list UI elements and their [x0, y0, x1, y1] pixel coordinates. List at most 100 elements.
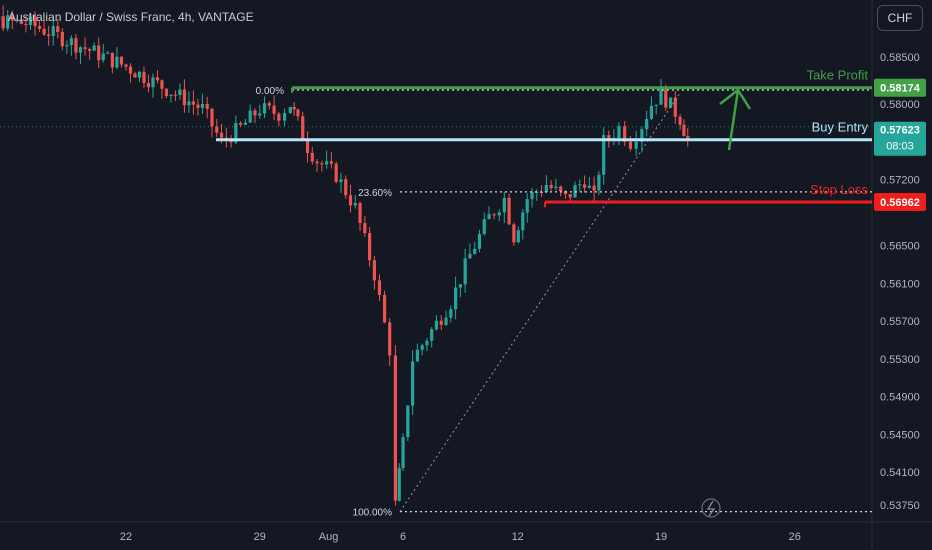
candle-body: [549, 184, 553, 188]
candle-body: [282, 113, 287, 121]
x-tick-label: 12: [512, 531, 524, 543]
y-tick-label: 0.56100: [880, 278, 920, 290]
candle-body: [344, 179, 348, 196]
y-tick-label: 0.55300: [880, 354, 920, 366]
candle-body: [200, 103, 205, 108]
candle-body: [415, 349, 419, 362]
candle-body: [353, 202, 357, 206]
candle-body: [602, 134, 606, 175]
candle-body: [305, 139, 310, 153]
candle-body: [258, 113, 262, 116]
lightning-icon-bolt: [706, 500, 716, 517]
candle-body: [128, 66, 133, 74]
candle-body: [142, 71, 146, 84]
candle-body: [146, 83, 151, 88]
projection-arrow-head: [719, 88, 752, 110]
candle-body: [88, 48, 92, 51]
y-tick-label: 0.58500: [880, 52, 920, 64]
candle-body: [37, 26, 42, 29]
candle-body: [110, 52, 114, 68]
fib-trend-line: [399, 92, 681, 512]
candle-body: [115, 56, 119, 68]
candle-body: [151, 77, 155, 88]
y-tick-label: 0.54500: [880, 429, 920, 441]
candle-body: [15, 20, 19, 22]
candle-body: [83, 47, 87, 49]
candle-body: [664, 86, 668, 108]
candle-body: [453, 287, 458, 310]
candle-body: [339, 179, 343, 182]
candle-body: [101, 53, 105, 61]
candle-body: [164, 88, 169, 96]
y-tick-label: 0.58000: [880, 99, 920, 111]
candle-body: [368, 233, 372, 261]
level-label-2: Stop Loss: [810, 182, 868, 197]
candle-body: [334, 163, 338, 182]
candle-body: [516, 230, 520, 243]
candle-body: [187, 101, 191, 106]
candle-body: [388, 322, 392, 356]
candle-body: [119, 56, 124, 65]
chart-title: Australian Dollar / Swiss Franc, 4h, VAN…: [8, 10, 254, 24]
fib-level-label: 100.00%: [353, 508, 393, 519]
price-tag-label-0: 0.58174: [880, 83, 921, 95]
candle-body: [205, 103, 209, 109]
candle-body: [654, 104, 658, 106]
candle-body: [492, 214, 496, 216]
candle-body: [473, 248, 477, 254]
candle-body: [47, 34, 51, 36]
y-tick-label: 0.55700: [880, 316, 920, 328]
candle-body: [634, 141, 638, 149]
candle-body: [568, 194, 572, 198]
candle-body: [401, 437, 405, 469]
lightning-icon: [701, 498, 721, 518]
candle-body: [288, 107, 292, 114]
candle-body: [411, 361, 415, 406]
candle-body: [78, 47, 83, 53]
price-tag-label-1: 0.57623: [880, 125, 920, 137]
candle-body: [649, 105, 654, 119]
candle-body: [607, 134, 611, 139]
candle-body: [382, 294, 387, 323]
price-tag-2: [874, 193, 926, 212]
candle-body: [310, 152, 314, 162]
candle-body: [406, 405, 410, 438]
fib-level-label: 23.60%: [358, 188, 392, 199]
candle-body: [234, 122, 238, 143]
candle-body: [69, 38, 74, 45]
y-tick-label: 0.53750: [880, 500, 920, 512]
candle-body: [539, 191, 544, 193]
candle-body: [554, 186, 558, 188]
x-tick-label: 19: [655, 531, 667, 543]
x-tick-label: 29: [254, 531, 266, 543]
candle-body: [530, 192, 534, 200]
candle-body: [315, 161, 319, 164]
y-tick-label: 0.54100: [880, 467, 920, 479]
y-tick-label: 0.57200: [880, 175, 920, 187]
candle-body: [56, 26, 60, 32]
candle-body: [487, 214, 491, 220]
candle-body: [1, 16, 5, 29]
candle-body: [682, 124, 686, 137]
candle-body: [60, 31, 64, 47]
candle-body: [248, 110, 252, 123]
candle-body: [219, 132, 224, 138]
candle-body: [173, 94, 178, 96]
candle-body: [292, 107, 296, 110]
candle-body: [458, 284, 462, 288]
candle-body: [33, 16, 37, 27]
candle-body: [133, 73, 137, 78]
candle-body: [659, 86, 663, 105]
candle-body: [363, 222, 367, 234]
candle-body: [512, 224, 516, 243]
candle-body: [444, 317, 448, 325]
candle-body: [425, 340, 429, 346]
currency-button[interactable]: CHF: [877, 5, 923, 31]
candle-body: [397, 468, 401, 501]
candle-body: [502, 197, 506, 213]
price-tag-0: [874, 78, 926, 97]
candle-body: [525, 199, 529, 213]
y-tick-label: 0.54900: [880, 392, 920, 404]
